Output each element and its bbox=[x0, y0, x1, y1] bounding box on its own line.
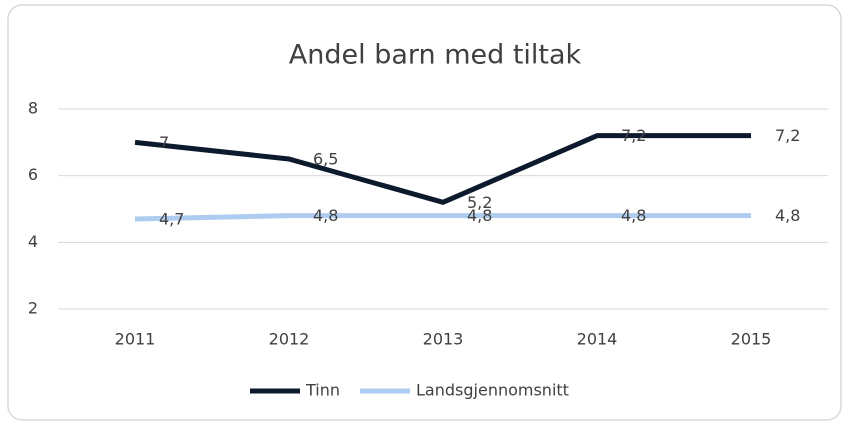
x-tick-label: 2014 bbox=[577, 330, 618, 349]
x-tick-label: 2015 bbox=[731, 330, 772, 349]
legend-label: Tinn bbox=[305, 381, 340, 400]
series-line bbox=[134, 133, 751, 205]
data-label: 4,7 bbox=[159, 210, 184, 229]
y-tick-label: 2 bbox=[28, 299, 38, 318]
data-label: 7,2 bbox=[775, 126, 800, 145]
x-tick-label: 2012 bbox=[269, 330, 310, 349]
y-tick-label: 8 bbox=[28, 99, 38, 118]
data-label: 4,8 bbox=[467, 206, 492, 225]
x-tick-label: 2013 bbox=[423, 330, 464, 349]
x-tick-label: 2011 bbox=[115, 330, 156, 349]
data-label: 6,5 bbox=[313, 150, 338, 169]
series-line bbox=[134, 213, 751, 222]
y-tick-label: 4 bbox=[28, 232, 38, 251]
data-label: 4,8 bbox=[775, 206, 800, 225]
chart-title: Andel barn med tiltak bbox=[289, 40, 582, 71]
legend-label: Landsgjennomsnitt bbox=[416, 381, 569, 400]
data-label: 7,2 bbox=[621, 126, 646, 145]
y-tick-label: 6 bbox=[28, 165, 38, 184]
data-label: 4,8 bbox=[313, 206, 338, 225]
data-label: 7 bbox=[159, 133, 169, 152]
data-label: 4,8 bbox=[621, 206, 646, 225]
data-label: 5,2 bbox=[467, 193, 492, 212]
